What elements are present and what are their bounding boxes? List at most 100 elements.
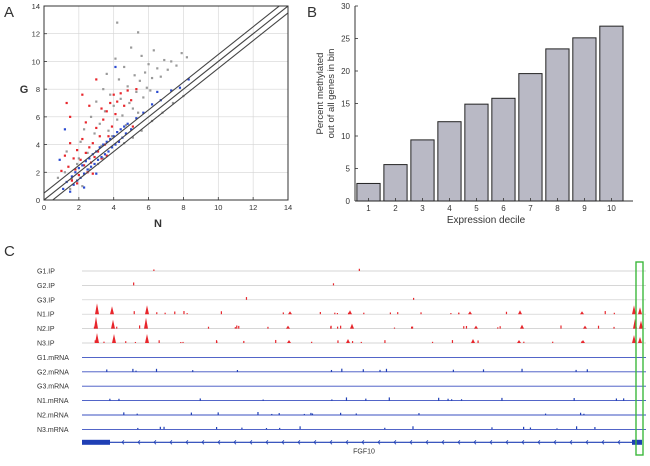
signal-bar xyxy=(362,369,364,372)
bar xyxy=(437,121,462,202)
signal-bar xyxy=(385,368,388,372)
scatter-point xyxy=(180,52,183,55)
scatter-point xyxy=(116,131,119,134)
signal-bar xyxy=(182,341,184,343)
scatter-point xyxy=(119,92,122,95)
diagonal-line xyxy=(51,12,288,200)
track-label: G2.IP xyxy=(37,283,55,290)
signal-bar xyxy=(330,325,332,329)
scatter-point xyxy=(69,190,72,193)
signal-bar xyxy=(438,397,440,401)
track-label: N3.IP xyxy=(37,341,55,348)
signal-bar xyxy=(458,312,460,315)
signal-bar xyxy=(271,413,273,415)
signal-peak xyxy=(632,305,636,315)
scatter-point xyxy=(95,172,98,175)
scatter-point xyxy=(70,179,73,182)
scatter-point xyxy=(114,143,117,146)
scatter-point xyxy=(156,67,159,70)
scatter-point xyxy=(100,107,103,110)
signal-bar xyxy=(623,398,625,401)
signal-bar xyxy=(560,325,562,329)
signal-bar xyxy=(501,397,503,401)
scatter-point xyxy=(88,146,91,149)
signal-bar xyxy=(460,399,463,401)
scatter-point xyxy=(102,118,105,121)
signal-bar xyxy=(156,312,158,315)
signal-bar xyxy=(133,282,135,286)
scatter-point xyxy=(82,164,86,167)
scatter-point xyxy=(74,168,77,171)
scatter-point xyxy=(69,187,72,191)
signal-bar xyxy=(451,340,454,343)
signal-peak xyxy=(145,334,149,343)
scatter-point xyxy=(124,124,128,127)
signal-bar xyxy=(523,426,525,430)
scatter-point xyxy=(79,140,82,143)
signal-bar xyxy=(93,326,96,329)
signal-bar xyxy=(192,370,194,372)
signal-bar xyxy=(360,341,362,343)
scatter-point xyxy=(81,137,84,141)
x-tick-label: 8 xyxy=(181,203,185,212)
scatter-point xyxy=(89,115,93,118)
scatter-point xyxy=(126,89,129,92)
bar xyxy=(572,37,597,202)
scatter-point xyxy=(96,150,100,153)
y-tick-label: 25 xyxy=(341,35,350,44)
scatter-point xyxy=(82,186,86,189)
scatter-point xyxy=(86,151,89,154)
scatter-point xyxy=(112,104,115,107)
scatter-point xyxy=(77,167,80,170)
scatter-point xyxy=(95,126,98,130)
signal-bar xyxy=(332,283,335,286)
scatter-point xyxy=(130,99,133,102)
signal-bar xyxy=(411,326,414,329)
scatter-point xyxy=(112,135,115,138)
signal-bar xyxy=(581,341,583,343)
signal-bar xyxy=(159,426,161,430)
scatter-point xyxy=(81,93,84,96)
bar xyxy=(545,48,570,202)
gene-strand-arrow xyxy=(297,440,301,445)
scatter-point xyxy=(100,155,103,159)
signal-bar xyxy=(393,327,396,329)
scatter-point xyxy=(152,49,155,52)
signal-bar xyxy=(236,370,239,372)
scatter-point xyxy=(150,103,154,106)
signal-peak xyxy=(145,305,149,315)
scatter-point xyxy=(187,78,190,81)
gene-strand-arrow xyxy=(441,440,445,445)
signal-bar xyxy=(379,369,381,372)
scatter-point xyxy=(63,171,67,174)
gene-strand-arrow xyxy=(169,440,173,445)
track-label: N3.mRNA xyxy=(37,427,69,434)
scatter-point xyxy=(69,142,72,145)
x-tick-label: 14 xyxy=(284,203,292,212)
scatter-point xyxy=(77,157,80,160)
scatter-point xyxy=(107,129,110,132)
y-tick-label: 12 xyxy=(32,30,40,39)
scatter-point xyxy=(170,60,173,63)
scatter-point xyxy=(131,125,134,128)
signal-bar xyxy=(118,398,120,401)
signal-bar xyxy=(310,412,312,415)
gene-strand-arrow xyxy=(393,440,397,445)
panel-label-c: C xyxy=(4,243,15,260)
gene-strand-arrow xyxy=(265,440,269,445)
scatter-point xyxy=(149,89,152,92)
signal-bar xyxy=(216,341,218,343)
scatter-point xyxy=(103,153,107,156)
signal-bar xyxy=(365,398,367,401)
x-tick-label: 2 xyxy=(393,204,398,213)
gene-strand-arrow xyxy=(537,440,541,445)
signal-bar xyxy=(604,311,606,315)
signal-bar xyxy=(575,369,577,372)
x-tick-label: 9 xyxy=(582,204,587,213)
signal-bar xyxy=(418,413,420,415)
x-tick-label: 10 xyxy=(214,203,222,212)
signal-bar xyxy=(384,340,386,343)
scatter-point xyxy=(88,157,91,160)
scatter-point xyxy=(76,149,79,152)
bar xyxy=(518,73,543,202)
